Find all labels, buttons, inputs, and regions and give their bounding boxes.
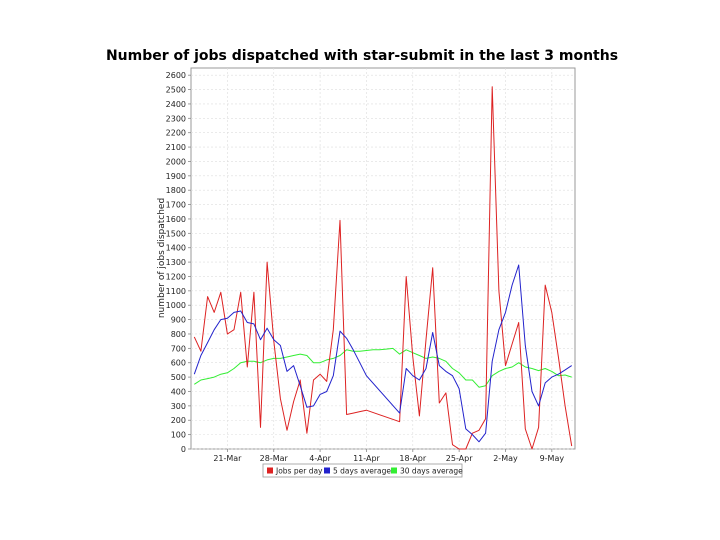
- x-tick-label: 4-Apr: [309, 454, 331, 463]
- y-tick-label: 2300: [166, 114, 186, 123]
- y-tick-label: 1300: [166, 258, 186, 267]
- y-tick-label: 2200: [166, 129, 186, 138]
- y-axis-ticks: 0 100 200 300 400 500 600 700 800 900 1000 1100 1200…: [166, 71, 191, 454]
- y-tick-label: 200: [171, 416, 186, 425]
- legend-label: 5 days average: [333, 467, 391, 476]
- series-lines: [193, 86, 573, 450]
- legend-label: Jobs per day: [275, 467, 323, 476]
- legend-swatch: [324, 467, 330, 474]
- x-tick-label: 9-May: [540, 454, 565, 463]
- legend: Jobs per day 5 days average 30 days averag…: [262, 463, 463, 478]
- series-line-jobs-per-day: [193, 86, 573, 450]
- y-tick-label: 1800: [166, 186, 186, 195]
- y-tick-label: 1700: [166, 201, 186, 210]
- y-tick-label: 600: [171, 359, 186, 368]
- y-tick-label: 2100: [166, 143, 186, 152]
- x-tick-label: 25-Apr: [446, 454, 473, 463]
- legend-swatch: [391, 467, 397, 474]
- y-axis-label: number of jobs dispatched: [157, 198, 167, 318]
- y-tick-label: 900: [171, 316, 186, 325]
- legend-label: 30 days average: [400, 467, 463, 476]
- x-tick-label: 2-May: [493, 454, 518, 463]
- y-tick-label: 1200: [166, 272, 186, 281]
- y-tick-label: 1900: [166, 172, 186, 181]
- series-line-5-days-average: [193, 264, 572, 443]
- x-tick-label: 28-Mar: [260, 454, 289, 463]
- y-tick-label: 800: [171, 330, 186, 339]
- legend-box: [262, 463, 463, 478]
- y-tick-label: 2400: [166, 100, 186, 109]
- y-tick-label: 1600: [166, 215, 186, 224]
- x-tick-label: 21-Mar: [213, 454, 242, 463]
- grid-lines: [191, 68, 575, 450]
- y-tick-label: 1100: [166, 287, 186, 296]
- chart-title: Number of jobs dispatched with star-subm…: [106, 48, 618, 64]
- y-tick-label: 1500: [166, 229, 186, 238]
- y-tick-label: 2500: [166, 86, 186, 95]
- y-tick-label: 0: [181, 445, 186, 454]
- y-tick-label: 400: [171, 387, 186, 396]
- y-tick-label: 500: [171, 373, 186, 382]
- legend-swatch: [267, 467, 273, 474]
- x-axis-ticks: 21-Mar 28-Mar 4-Apr 11-Apr 18-Apr 25-Apr 2-May…: [213, 449, 564, 463]
- x-tick-label: 18-Apr: [399, 454, 426, 463]
- y-tick-label: 300: [171, 402, 186, 411]
- y-tick-label: 2600: [166, 71, 186, 80]
- y-tick-label: 1400: [166, 244, 186, 253]
- y-tick-label: 1000: [166, 301, 186, 310]
- y-tick-label: 2000: [166, 157, 186, 166]
- x-tick-label: 11-Apr: [353, 454, 380, 463]
- y-tick-label: 700: [171, 344, 186, 353]
- y-tick-label: 100: [171, 431, 186, 440]
- plot-area: [190, 67, 576, 450]
